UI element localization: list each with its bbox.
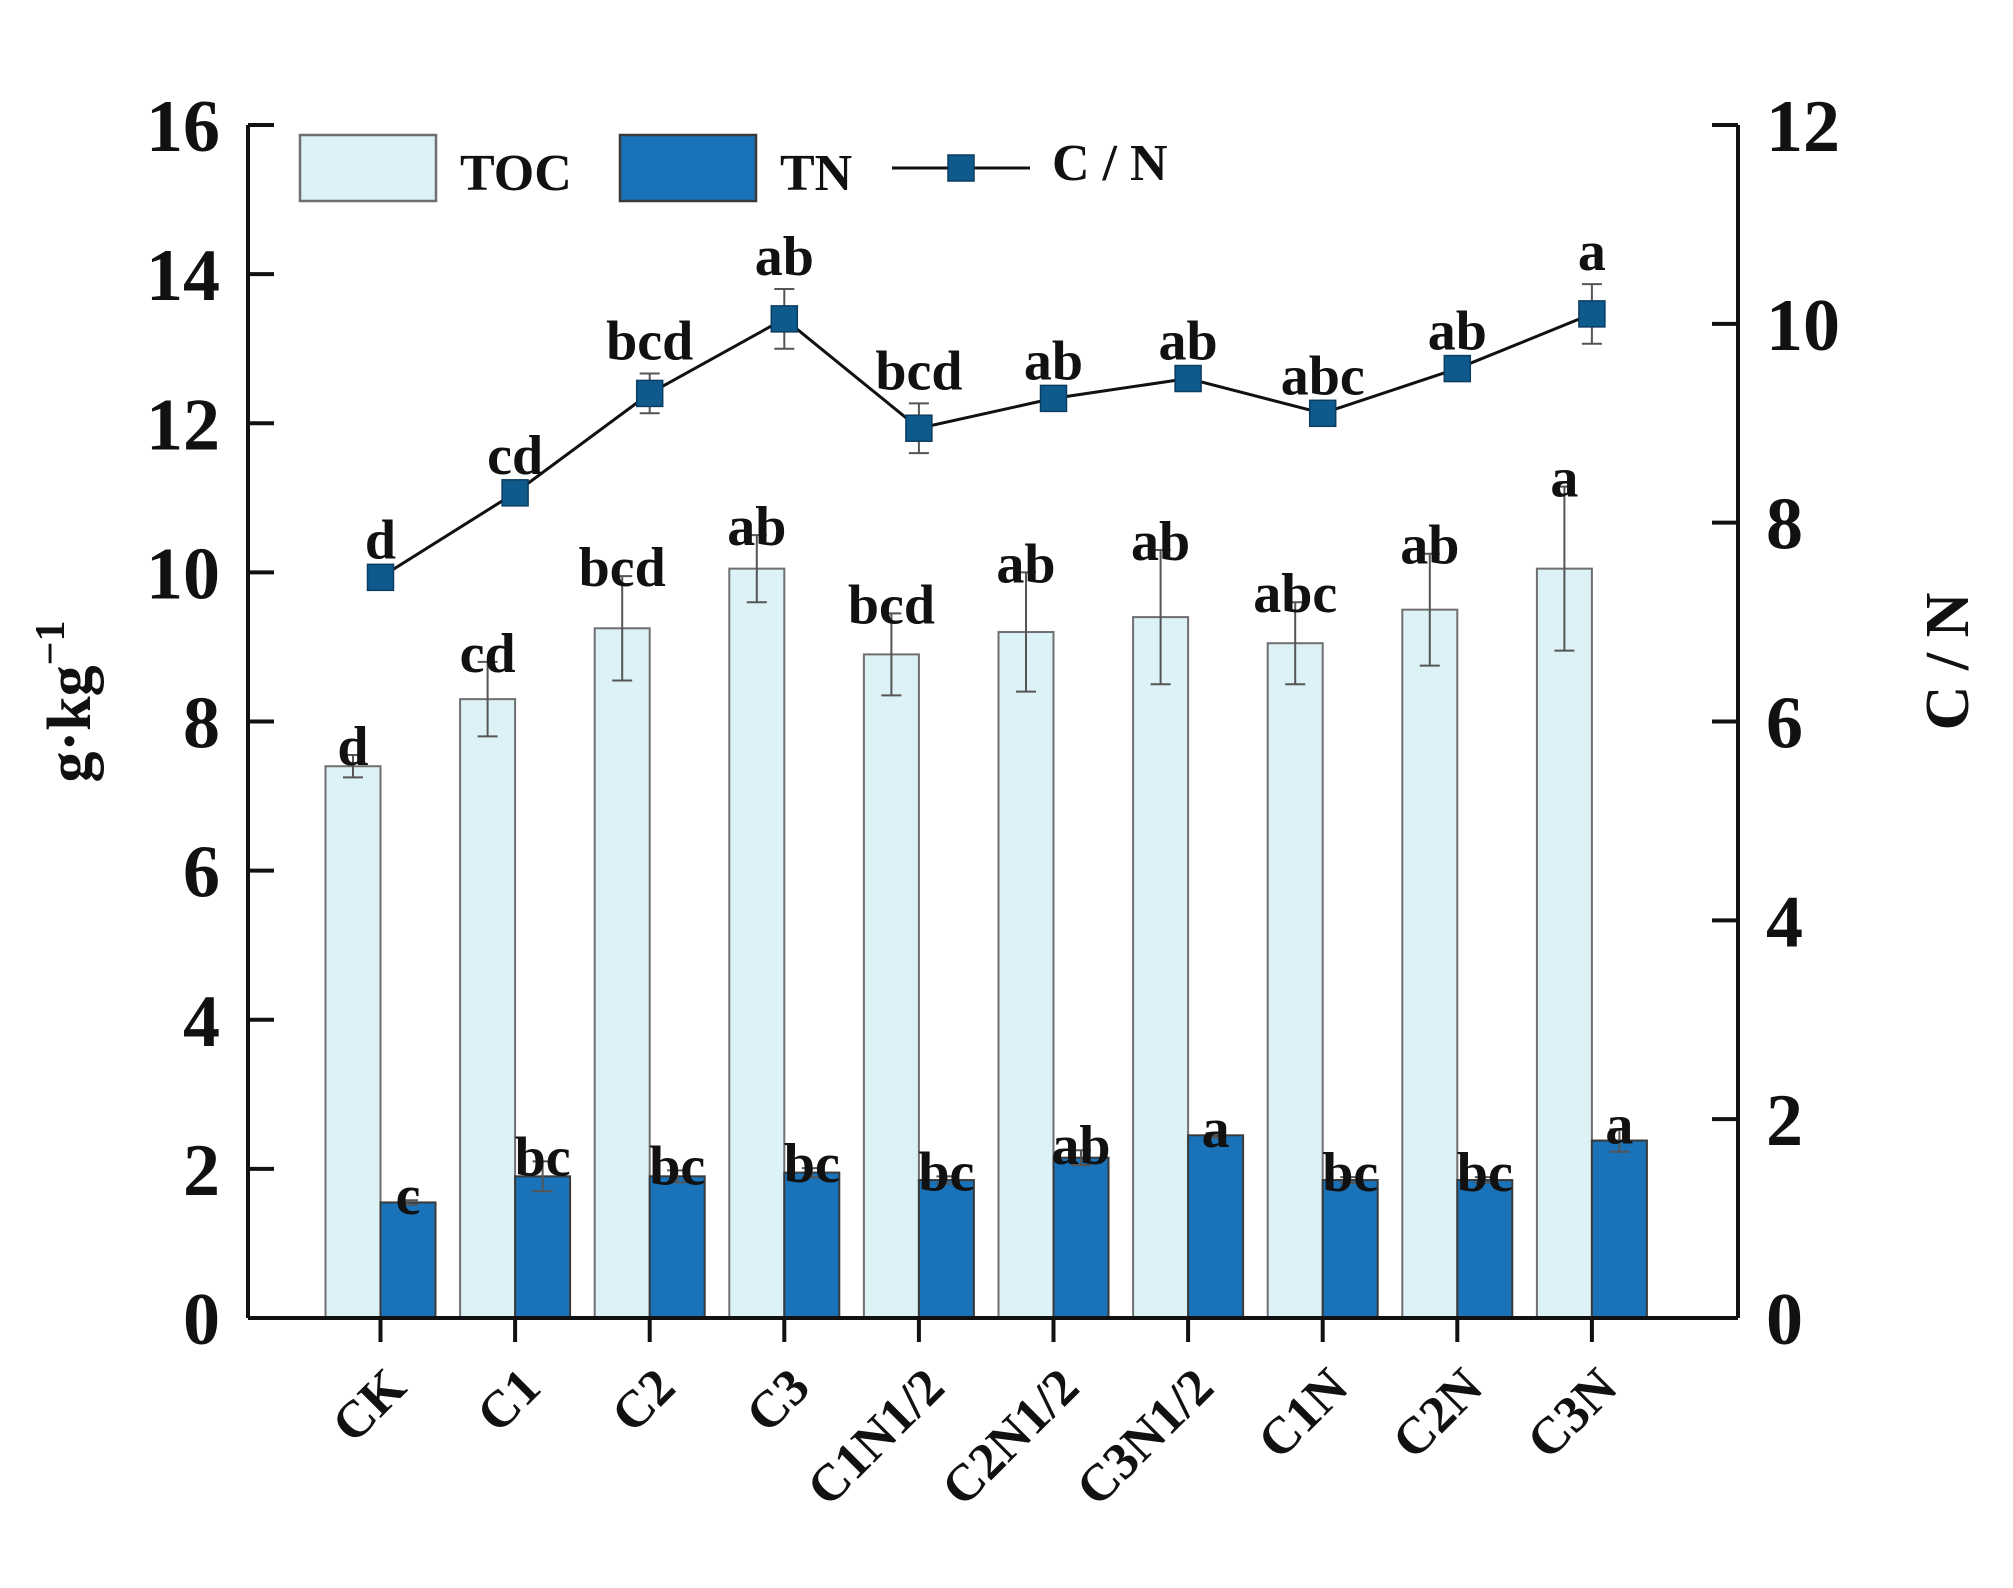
tn-significance-label: ab <box>1051 1115 1110 1177</box>
y-right-tick-label: 4 <box>1766 881 1803 963</box>
legend: TOC TN C / N <box>298 133 1168 203</box>
toc-bar <box>324 765 382 1319</box>
toc-significance-label: a <box>1550 448 1578 510</box>
y-left-axis-title-superscript: −1 <box>28 620 74 665</box>
cn-significance-label: a <box>1578 221 1606 283</box>
toc-significance-label: ab <box>1131 511 1190 573</box>
cn-significance-label: d <box>365 509 396 571</box>
tn-bar <box>379 1201 437 1319</box>
cn-point <box>905 414 933 442</box>
toc-bar <box>997 631 1055 1319</box>
axes-layer: 0 2 4 6 8 10 12 14 16 0 2 4 6 8 10 12 g·kg−1 C / N <box>28 86 1982 1361</box>
y-right-axis-title: C / N <box>1914 593 1982 731</box>
cn-significance-label: abc <box>1281 345 1365 407</box>
y-left-tick-label: 10 <box>146 533 220 615</box>
y-left-tick-label: 14 <box>146 235 220 317</box>
cn-point <box>1443 354 1472 383</box>
toc-significance-label: abc <box>1253 563 1337 625</box>
toc-significance-label: d <box>337 716 368 778</box>
y-right-tick-label: 12 <box>1766 86 1840 168</box>
y-left-tick-label: 12 <box>146 384 220 466</box>
y-right-tick-label: 8 <box>1766 484 1803 566</box>
y-left-tick-label: 0 <box>183 1279 220 1361</box>
legend-marker-cn <box>947 154 975 182</box>
tn-bar <box>1052 1156 1110 1320</box>
y-left-tick-label: 6 <box>183 832 220 914</box>
legend-swatch-toc <box>298 133 438 203</box>
toc-significance-label: ab <box>996 533 1055 595</box>
cn-point <box>501 479 529 507</box>
cn-significance-label: cd <box>487 425 543 487</box>
y-right-tick-label: 2 <box>1766 1080 1803 1162</box>
tn-significance-label: bc <box>1457 1142 1513 1204</box>
legend-label-tn: TN <box>780 145 852 202</box>
y-left-tick-label: 4 <box>183 981 220 1063</box>
cn-point <box>366 563 395 592</box>
cn-significance-label: bcd <box>875 340 962 402</box>
tn-bar <box>648 1175 706 1320</box>
tn-significance-label: bc <box>1322 1142 1378 1204</box>
toc-bar <box>1266 642 1324 1319</box>
y-right-tick-label: 10 <box>1766 285 1840 367</box>
y-left-tick-label: 2 <box>183 1130 220 1212</box>
toc-bar <box>862 653 920 1319</box>
toc-significance-label: ab <box>727 496 786 558</box>
toc-significance-label: bcd <box>848 574 935 636</box>
toc-significance-label: cd <box>460 623 516 685</box>
y-left-tick-label: 8 <box>183 683 220 765</box>
cn-point <box>635 379 664 408</box>
y-left-tick-label: 16 <box>146 86 220 168</box>
tn-significance-label: a <box>1202 1098 1230 1160</box>
tn-significance-label: bc <box>918 1141 974 1203</box>
bars-layer <box>324 485 1648 1320</box>
cn-significance-label: ab <box>755 226 814 288</box>
tn-significance-label: bc <box>784 1133 840 1195</box>
legend-label-toc: TOC <box>460 145 572 202</box>
cn-series-line <box>379 312 1593 579</box>
tn-significance-label: bc <box>515 1126 571 1188</box>
tn-bar <box>1590 1139 1648 1320</box>
toc-bar <box>1401 608 1459 1319</box>
y-left-axis-title: g·kg−1 <box>28 620 104 782</box>
cn-line-layer <box>366 283 1606 592</box>
cn-point <box>1578 300 1606 328</box>
tn-significance-label: bc <box>649 1135 705 1197</box>
toc-bar <box>1132 616 1190 1319</box>
tn-bar <box>917 1179 975 1319</box>
toc-bar <box>459 698 517 1319</box>
tn-bar <box>514 1175 572 1320</box>
cn-significance-label: ab <box>1024 330 1083 392</box>
y-right-tick-label: 0 <box>1766 1279 1803 1361</box>
toc-significance-label: ab <box>1400 515 1459 577</box>
cn-point <box>770 305 799 333</box>
tn-significance-label: c <box>396 1165 421 1227</box>
toc-bar <box>593 627 651 1319</box>
cn-point <box>1308 399 1337 428</box>
cn-point <box>1174 364 1202 393</box>
y-right-tick-label: 6 <box>1766 683 1803 765</box>
cn-significance-label: bcd <box>606 311 693 373</box>
legend-label-cn: C / N <box>1052 135 1168 192</box>
cn-point <box>1039 384 1068 413</box>
toc-bar <box>728 567 786 1319</box>
tn-bar <box>1321 1179 1379 1319</box>
toc-bar <box>1535 567 1593 1319</box>
cn-significance-label: ab <box>1159 311 1218 373</box>
toc-significance-label: bcd <box>579 537 666 599</box>
legend-swatch-tn <box>618 133 758 203</box>
tn-bar <box>783 1171 841 1320</box>
tn-bar <box>1187 1134 1245 1320</box>
cn-significance-label: ab <box>1428 301 1487 363</box>
tn-significance-label: a <box>1605 1094 1633 1156</box>
y-left-axis-title-base: g·kg <box>36 665 104 782</box>
